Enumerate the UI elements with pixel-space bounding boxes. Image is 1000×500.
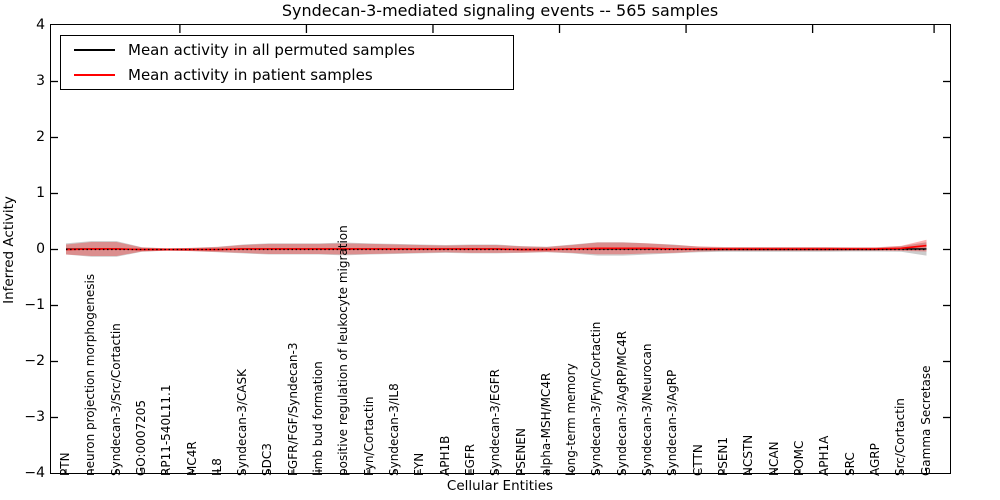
x-category-label: EGFR [462, 443, 477, 476]
x-category-label: Fyn/Cortactin [361, 396, 376, 476]
x-category-label: APH1B [437, 435, 452, 476]
x-category-label: SRC [842, 452, 857, 476]
legend: Mean activity in all permuted samples Me… [60, 35, 514, 90]
y-tick-label: −2 [24, 352, 45, 369]
x-category-label: GO:0007205 [133, 399, 148, 476]
y-tick-label: 3 [36, 72, 45, 89]
x-category-label: NCSTN [741, 434, 756, 476]
x-category-label: IL8 [209, 458, 224, 476]
x-category-label: limb bud formation [311, 361, 326, 476]
x-category-label: Syndecan-3/IL8 [387, 383, 401, 476]
x-category-label: FGFR/FGF/Syndecan-3 [285, 342, 300, 476]
x-category-label: Syndecan-3/Neurocan [640, 343, 655, 476]
y-tick-label: 4 [36, 16, 45, 33]
x-category-label: FYN [412, 452, 427, 476]
patient-mean-line [65, 244, 927, 251]
x-category-label: RP11-540L11.1 [159, 384, 174, 476]
legend-label-patient: Mean activity in patient samples [128, 66, 373, 85]
plot-area: PTN neuron projection morphogenesis Syndec… [50, 24, 951, 476]
legend-item-patient: Mean activity in patient samples [61, 63, 513, 87]
x-category-label: Src/Cortactin [893, 398, 908, 476]
x-category-label: CTTN [690, 444, 705, 476]
x-category-label: SDC3 [260, 443, 275, 476]
y-tick-label: −4 [24, 464, 45, 481]
y-tick-label: 1 [36, 184, 45, 201]
x-category-label: PSEN1 [716, 436, 731, 476]
y-tick-label: 2 [36, 128, 45, 145]
x-axis-label: Cellular Entities [446, 478, 554, 494]
x-category-label: APH1A [817, 435, 832, 476]
legend-label-permuted: Mean activity in all permuted samples [128, 40, 415, 59]
x-category-label: Syndecan-3/EGFR [488, 368, 503, 476]
x-category-label: AGRP [867, 443, 882, 476]
x-category-label: Syndecan-3/Fyn/Cortactin [589, 321, 604, 476]
y-tick-label: −1 [24, 296, 45, 313]
permuted-line-sample-icon [74, 48, 115, 51]
y-tick-label: −3 [24, 408, 45, 425]
x-category-label: alpha-MSH/MC4R [538, 372, 553, 476]
legend-item-permuted: Mean activity in all permuted samples [61, 38, 513, 62]
x-category-label: Syndecan-3/Src/Cortactin [108, 323, 123, 476]
x-category-label: positive regulation of leukocyte migrati… [336, 225, 351, 476]
x-category-label: Syndecan-3/AgRP/MC4R [614, 330, 629, 476]
patient-line-sample-icon [74, 74, 115, 77]
x-category-label: long-term memory [564, 363, 579, 476]
x-category-label: NCAN [766, 441, 781, 476]
x-category-label: MC4R [184, 441, 199, 476]
chart-canvas [51, 25, 950, 473]
x-category-label: Gamma Secretase [918, 365, 933, 476]
x-category-label: Syndecan-3/AgRP [665, 369, 680, 476]
patient-std-band [66, 239, 927, 256]
x-category-label: PTN [58, 452, 72, 476]
x-category-label: neuron projection morphogenesis [83, 273, 98, 476]
y-tick-label: 0 [36, 240, 45, 257]
x-category-label: POMC [791, 440, 806, 476]
x-category-label: PSENEN [513, 428, 528, 476]
x-category-label: Syndecan-3/CASK [235, 369, 250, 476]
chart-title: Syndecan-3-mediated signaling events -- … [281, 1, 719, 20]
